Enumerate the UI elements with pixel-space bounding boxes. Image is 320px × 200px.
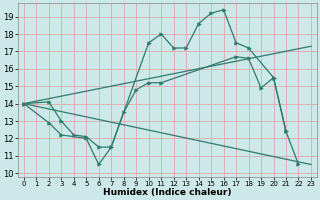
- X-axis label: Humidex (Indice chaleur): Humidex (Indice chaleur): [103, 188, 232, 197]
